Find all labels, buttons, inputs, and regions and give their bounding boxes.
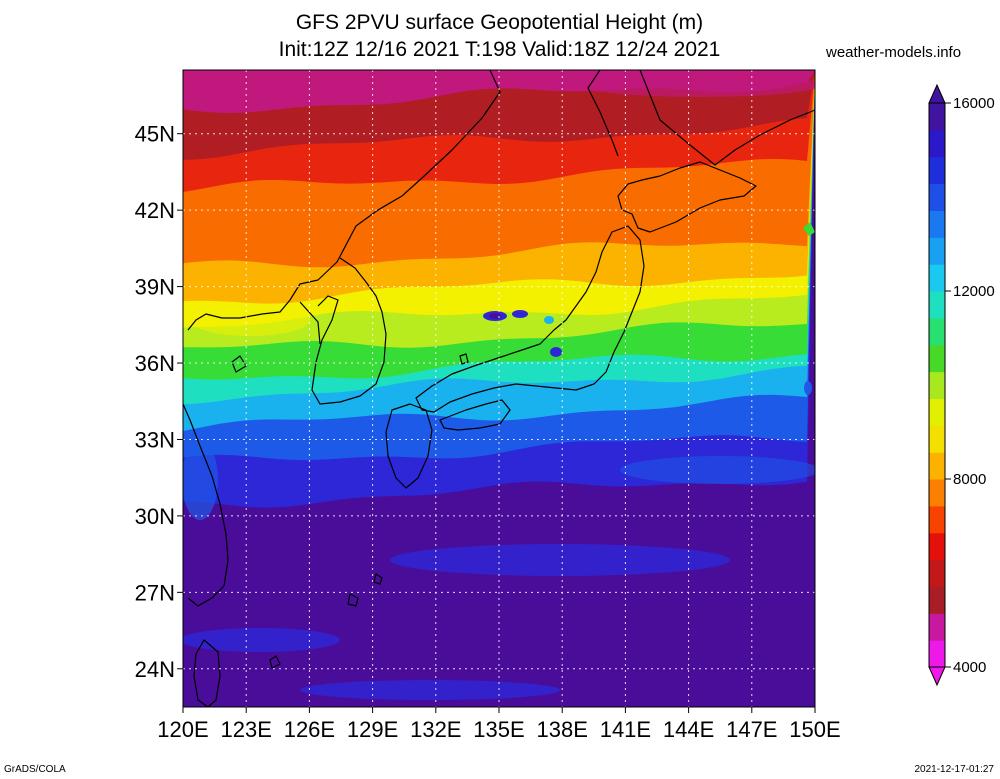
footer-software: GrADS/COLA (4, 764, 66, 775)
sakhalin-east-coast (639, 70, 815, 166)
field-bands (183, 70, 815, 508)
colorbar-tick-label: 16000 (953, 95, 995, 112)
colorbar-bottom-arrow (928, 666, 946, 687)
colorbar-labels: 16000 12000 8000 4000 (953, 95, 995, 676)
colorbar-top-arrow (928, 83, 946, 104)
low-patch (544, 316, 554, 324)
mainland-asia-coast (187, 70, 501, 331)
blue-patch (183, 628, 340, 652)
lat-tick-label: 45N (135, 122, 175, 147)
lat-tick-label: 30N (135, 504, 175, 529)
site-label: weather-models.info (826, 44, 962, 61)
colorbar-segment (929, 291, 945, 319)
lon-tick-label: 123E (221, 717, 272, 742)
colorbar-tick-label: 4000 (953, 659, 986, 676)
sakhalin-coast (587, 70, 619, 157)
green-patch (803, 222, 815, 236)
colorbar-segment (929, 452, 945, 480)
colorbar (928, 83, 951, 687)
low-patch-core (489, 313, 501, 319)
colorbar-tick-label: 8000 (953, 471, 986, 488)
colorbar-segment (929, 210, 945, 238)
lon-tick-label: 144E (663, 717, 714, 742)
graticule (183, 70, 815, 707)
blue-patch (390, 544, 730, 576)
lat-tick-label: 27N (135, 580, 175, 605)
colorbar-segment (929, 586, 945, 614)
lon-tick-label: 129E (347, 717, 398, 742)
island (347, 593, 359, 607)
lat-axis-labels: 45N 42N 39N 36N 33N 30N 27N 24N (135, 122, 175, 682)
colorbar-segment (929, 317, 945, 346)
lat-tick-label: 36N (135, 351, 175, 376)
colorbar-segment (929, 156, 945, 185)
shikoku (439, 399, 511, 431)
magenta-patch (580, 73, 815, 97)
colorbar-segment (929, 183, 945, 211)
lat-tick-label: 24N (135, 657, 175, 682)
lon-tick-label: 126E (284, 717, 335, 742)
lon-tick-label: 138E (537, 717, 588, 742)
china-east-coast (183, 403, 229, 607)
taiwan (193, 639, 221, 707)
colorbar-segment (929, 344, 945, 373)
map-title: GFS 2PVU surface Geopotential Height (m) (295, 11, 704, 34)
lat-tick-label: 42N (135, 198, 175, 223)
yellow-patch (190, 304, 310, 336)
map-subtitle: Init:12Z 12/16 2021 T:198 Valid:18Z 12/2… (278, 38, 721, 61)
island (373, 573, 383, 585)
footer-timestamp: 2021-12-17-01:27 (914, 764, 994, 775)
island (459, 353, 469, 365)
blue-patch (183, 440, 218, 520)
colorbar-segment (929, 532, 945, 561)
lon-axis-labels: 120E 123E 126E 129E 132E 135E 138E 141E 144E 147E… (157, 717, 840, 742)
lon-tick-label: 150E (789, 717, 840, 742)
colorbar-segment (929, 640, 945, 668)
lon-tick-label: 141E (600, 717, 651, 742)
colorbar-segment (929, 103, 945, 131)
axis-ticks (177, 133, 816, 713)
hokkaido (617, 161, 757, 233)
blue-patch (620, 456, 815, 484)
lon-tick-label: 147E (726, 717, 777, 742)
colorbar-frame (928, 102, 946, 668)
colorbar-segment (929, 237, 945, 265)
low-patch (512, 310, 528, 318)
colorbar-segment (929, 264, 945, 292)
lat-tick-label: 33N (135, 427, 175, 452)
colorbar-segment (929, 505, 945, 534)
blue-patch (804, 381, 812, 395)
lat-tick-label: 39N (135, 275, 175, 300)
low-patch (550, 347, 562, 357)
lon-tick-label: 132E (410, 717, 461, 742)
colorbar-segment (929, 559, 945, 587)
field-patches (183, 73, 815, 700)
lon-tick-label: 135E (473, 717, 524, 742)
colorbar-segment (929, 613, 945, 641)
colorbar-segment (929, 129, 945, 158)
colorbar-tick-label: 12000 (953, 283, 995, 300)
blue-patch (300, 680, 560, 700)
korea-coast (311, 257, 387, 405)
korea-west-coast (299, 301, 321, 345)
colorbar-segment (929, 425, 945, 453)
colorbar-segment (929, 479, 945, 507)
colorbar-segment (929, 371, 945, 399)
geopotential-field (183, 70, 815, 707)
kyushu (385, 403, 433, 489)
lon-tick-label: 120E (157, 717, 208, 742)
colorbar-segment (929, 398, 945, 426)
island (269, 655, 281, 669)
